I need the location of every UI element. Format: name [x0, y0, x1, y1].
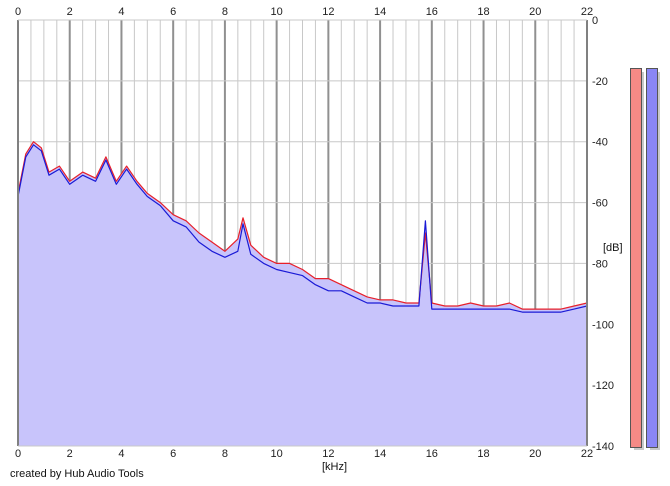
x-tick-label: 16: [426, 6, 438, 18]
x-tick-label: 8: [222, 448, 228, 460]
y-tick-label: -80: [592, 258, 608, 270]
x-tick-label: 6: [170, 6, 176, 18]
x-tick-label: 12: [322, 448, 334, 460]
x-tick-label: 12: [322, 6, 334, 18]
spectrum-lines: [17, 141, 588, 313]
x-tick-label: 2: [67, 448, 73, 460]
y-tick-label: -120: [592, 380, 614, 392]
spectrum-fill: [18, 141, 587, 446]
plot-frame: [17, 19, 588, 447]
y-axis-label: [dB]: [603, 242, 623, 254]
spectrum-fill-area: [18, 141, 587, 446]
left-level-meter: [630, 68, 642, 448]
x-tick-label: 14: [374, 448, 386, 460]
x-tick-label: 18: [477, 6, 489, 18]
x-tick-label: 20: [529, 6, 541, 18]
x-axis-label: [kHz]: [322, 461, 348, 473]
left-channel-line: [17, 141, 588, 310]
x-axis-ticks-bottom: 0 2 4 6 8 10 12 14 16 18 20 22: [15, 448, 593, 460]
x-tick-label: 8: [222, 6, 228, 18]
x-tick-label: 2: [67, 6, 73, 18]
x-tick-label: 4: [118, 448, 124, 460]
x-tick-label: 0: [15, 6, 21, 18]
x-tick-label: 20: [529, 448, 541, 460]
right-level-meter: [646, 68, 658, 448]
x-tick-label: 10: [271, 6, 283, 18]
x-tick-label: 10: [271, 448, 283, 460]
x-tick-label: 22: [581, 448, 593, 460]
y-tick-label: 0: [592, 15, 598, 27]
y-tick-label: -100: [592, 319, 614, 331]
x-tick-label: 0: [15, 448, 21, 460]
y-tick-label: -140: [592, 441, 614, 453]
x-tick-label: 18: [477, 448, 489, 460]
x-tick-label: 4: [118, 6, 124, 18]
y-axis-ticks: 0 -20 -40 -60 -80 -100 -120 -140: [592, 15, 614, 453]
x-tick-label: 14: [374, 6, 386, 18]
right-channel-line: [17, 144, 588, 313]
y-tick-label: -40: [592, 137, 608, 149]
x-tick-label: 22: [581, 6, 593, 18]
y-tick-label: -20: [592, 76, 608, 88]
x-axis-ticks-top: 0 2 4 6 8 10 12 14 16 18 20 22: [15, 6, 593, 18]
x-tick-label: 16: [426, 448, 438, 460]
x-tick-label: 6: [170, 448, 176, 460]
credit-text: created by Hub Audio Tools: [10, 468, 144, 480]
y-tick-label: -60: [592, 198, 608, 210]
